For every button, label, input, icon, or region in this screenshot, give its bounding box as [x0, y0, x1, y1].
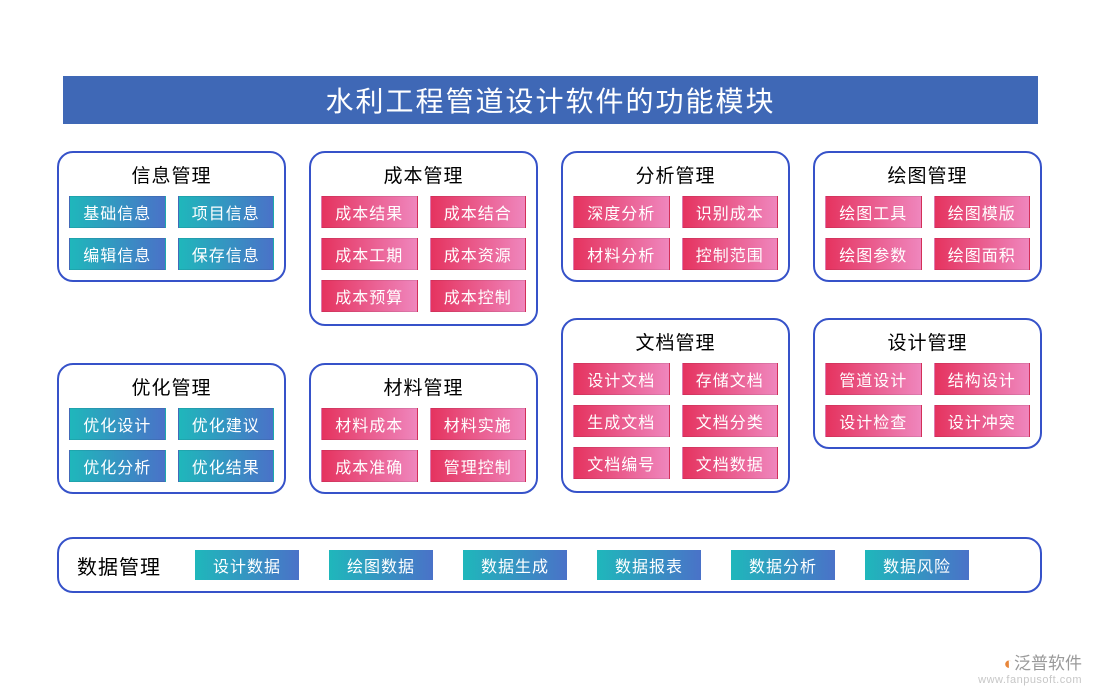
module-title: 信息管理: [69, 161, 274, 188]
module-item: 材料分析: [573, 238, 670, 270]
watermark-url: www.fanpusoft.com: [978, 674, 1082, 686]
module-item: 保存信息: [178, 238, 275, 270]
module-items: 基础信息项目信息编辑信息保存信息: [69, 196, 274, 270]
module-item: 存储文档: [682, 363, 779, 395]
module-item: 绘图面积: [934, 238, 1031, 270]
module-item: 设计冲突: [934, 405, 1031, 437]
module-item: 文档编号: [573, 447, 670, 479]
module-item: 设计检查: [825, 405, 922, 437]
module-item: 深度分析: [573, 196, 670, 228]
module-item: 设计文档: [573, 363, 670, 395]
module-item: 成本工期: [321, 238, 418, 270]
module-drawing: 绘图管理 绘图工具绘图模版绘图参数绘图面积: [813, 151, 1042, 282]
module-item: 优化建议: [178, 408, 275, 440]
module-title: 设计管理: [825, 328, 1030, 355]
module-item: 管理控制: [430, 450, 527, 482]
module-analysis: 分析管理 深度分析识别成本材料分析控制范围: [561, 151, 790, 282]
module-item: 优化设计: [69, 408, 166, 440]
module-item: 文档分类: [682, 405, 779, 437]
module-item: 成本预算: [321, 280, 418, 312]
module-item: 成本控制: [430, 280, 527, 312]
module-item: 数据生成: [463, 550, 567, 580]
module-title: 数据管理: [77, 551, 161, 580]
watermark: ◐泛普软件 www.fanpusoft.com: [978, 655, 1082, 686]
module-items: 设计数据绘图数据数据生成数据报表数据分析数据风险: [195, 550, 969, 580]
module-item: 绘图模版: [934, 196, 1031, 228]
module-item: 优化分析: [69, 450, 166, 482]
module-title: 分析管理: [573, 161, 778, 188]
module-title: 文档管理: [573, 328, 778, 355]
module-items: 设计文档存储文档生成文档文档分类文档编号文档数据: [573, 363, 778, 479]
module-items: 材料成本材料实施成本准确管理控制: [321, 408, 526, 482]
module-design: 设计管理 管道设计结构设计设计检查设计冲突: [813, 318, 1042, 449]
module-item: 数据报表: [597, 550, 701, 580]
module-item: 基础信息: [69, 196, 166, 228]
watermark-logo-icon: ◐: [1004, 654, 1014, 673]
module-item: 材料实施: [430, 408, 527, 440]
module-optimize: 优化管理 优化设计优化建议优化分析优化结果: [57, 363, 286, 494]
module-item: 控制范围: [682, 238, 779, 270]
module-title: 绘图管理: [825, 161, 1030, 188]
page-title: 水利工程管道设计软件的功能模块: [63, 76, 1038, 124]
module-item: 项目信息: [178, 196, 275, 228]
module-document: 文档管理 设计文档存储文档生成文档文档分类文档编号文档数据: [561, 318, 790, 493]
module-item: 文档数据: [682, 447, 779, 479]
module-item: 设计数据: [195, 550, 299, 580]
module-title: 成本管理: [321, 161, 526, 188]
module-items: 成本结果成本结合成本工期成本资源成本预算成本控制: [321, 196, 526, 312]
page-title-text: 水利工程管道设计软件的功能模块: [325, 80, 775, 120]
module-item: 优化结果: [178, 450, 275, 482]
module-item: 绘图参数: [825, 238, 922, 270]
module-cost: 成本管理 成本结果成本结合成本工期成本资源成本预算成本控制: [309, 151, 538, 326]
module-item: 识别成本: [682, 196, 779, 228]
module-item: 生成文档: [573, 405, 670, 437]
module-items: 深度分析识别成本材料分析控制范围: [573, 196, 778, 270]
module-item: 成本结果: [321, 196, 418, 228]
module-item: 数据分析: [731, 550, 835, 580]
module-item: 编辑信息: [69, 238, 166, 270]
module-data: 数据管理 设计数据绘图数据数据生成数据报表数据分析数据风险: [57, 537, 1042, 593]
module-item: 成本准确: [321, 450, 418, 482]
module-items: 管道设计结构设计设计检查设计冲突: [825, 363, 1030, 437]
module-item: 绘图工具: [825, 196, 922, 228]
watermark-brand: ◐泛普软件: [978, 655, 1082, 674]
module-item: 结构设计: [934, 363, 1031, 395]
module-info: 信息管理 基础信息项目信息编辑信息保存信息: [57, 151, 286, 282]
module-item: 材料成本: [321, 408, 418, 440]
module-item: 成本资源: [430, 238, 527, 270]
module-material: 材料管理 材料成本材料实施成本准确管理控制: [309, 363, 538, 494]
module-items: 优化设计优化建议优化分析优化结果: [69, 408, 274, 482]
module-item: 成本结合: [430, 196, 527, 228]
module-item: 绘图数据: [329, 550, 433, 580]
module-title: 优化管理: [69, 373, 274, 400]
module-item: 数据风险: [865, 550, 969, 580]
module-items: 绘图工具绘图模版绘图参数绘图面积: [825, 196, 1030, 270]
module-item: 管道设计: [825, 363, 922, 395]
module-title: 材料管理: [321, 373, 526, 400]
